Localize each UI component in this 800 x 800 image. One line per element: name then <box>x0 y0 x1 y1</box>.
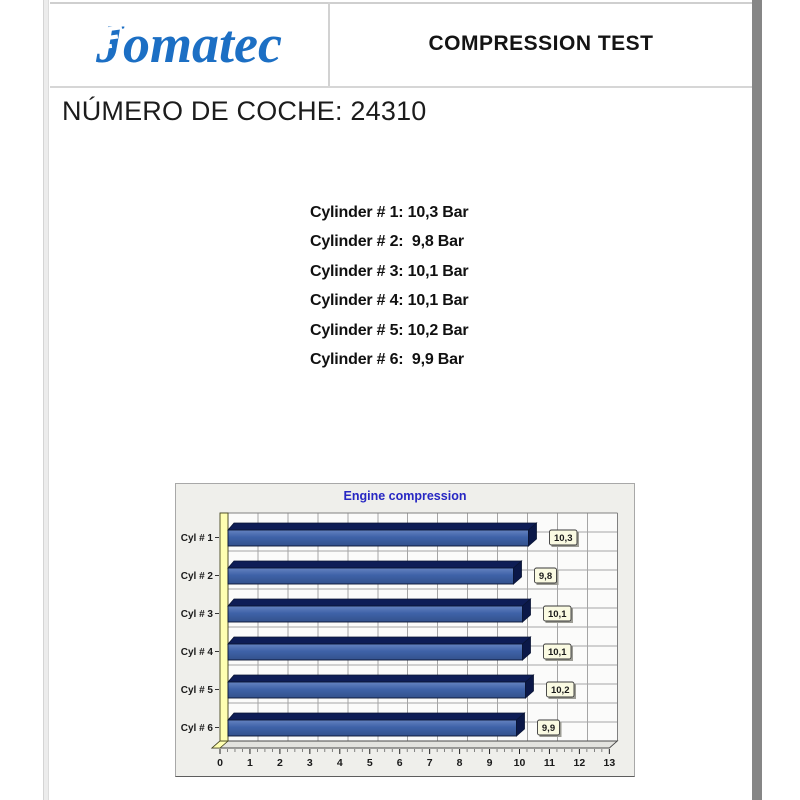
svg-text:3: 3 <box>307 757 313 769</box>
svg-text:10,1: 10,1 <box>548 647 567 658</box>
chart-title: Engine compression <box>343 489 467 503</box>
svg-text:11: 11 <box>544 757 555 769</box>
chart-floor-3d <box>210 740 619 749</box>
cylinder-readings-list: Cylinder # 1: 10,3 Bar Cylinder # 2: 9,8… <box>310 198 469 374</box>
svg-text:Cyl # 4: Cyl # 4 <box>181 647 214 658</box>
header-cell-divider <box>328 2 330 87</box>
svg-text:12: 12 <box>574 757 586 769</box>
svg-text:Cyl # 2: Cyl # 2 <box>181 571 214 582</box>
svg-text:4: 4 <box>337 757 343 769</box>
svg-text:Cyl # 5: Cyl # 5 <box>181 685 214 696</box>
svg-text:9: 9 <box>487 757 493 769</box>
svg-text:9,9: 9,9 <box>542 723 555 734</box>
cylinder-reading-6: Cylinder # 6: 9,9 Bar <box>310 351 464 369</box>
header-bottom-rule <box>50 86 752 88</box>
page-left-edge-line <box>43 0 49 800</box>
chart-zero-wall <box>219 512 229 742</box>
header-top-border <box>50 2 752 4</box>
bar-cyl-1: Cyl # 1 10,3 <box>181 522 579 547</box>
svg-text:5: 5 <box>367 757 373 769</box>
cylinder-reading-2: Cylinder # 2: 9,8 Bar <box>310 233 464 251</box>
bar-cyl-2: Cyl # 2 9,8 <box>181 560 559 585</box>
report-title: COMPRESSION TEST <box>428 32 654 55</box>
compression-chart-panel: Engine compression Cyl # 1 10,3 Cyl # 2 9,8… <box>175 483 635 777</box>
svg-text:10,1: 10,1 <box>548 609 567 620</box>
brand-logo: Jomatec <box>50 4 328 84</box>
brand-logo-text: Jomatec <box>96 14 282 74</box>
chart-canvas: Cyl # 1 10,3 Cyl # 2 9,8 Cyl # 3 10,1 Cyl # 4 1… <box>181 512 619 769</box>
chart-bars: Cyl # 1 10,3 Cyl # 2 9,8 Cyl # 3 10,1 Cyl # 4 1… <box>181 522 579 737</box>
bar-cyl-5: Cyl # 5 10,2 <box>181 674 576 699</box>
svg-text:9,8: 9,8 <box>539 571 552 582</box>
svg-text:10,2: 10,2 <box>551 685 570 696</box>
svg-text:1: 1 <box>247 757 253 769</box>
svg-text:10: 10 <box>514 757 526 769</box>
cylinder-reading-5: Cylinder # 5: 10,2 Bar <box>310 321 469 339</box>
cylinder-reading-1: Cylinder # 1: 10,3 Bar <box>310 204 469 221</box>
svg-text:13: 13 <box>604 757 616 769</box>
chart-x-axis: 0 1 2 3 4 5 6 7 8 9 10 11 12 13 <box>217 749 615 769</box>
car-number-line: NÚMERO DE COCHE: 24310 <box>62 96 427 126</box>
svg-text:0: 0 <box>217 757 223 769</box>
bar-cyl-3: Cyl # 3 10,1 <box>181 598 573 623</box>
svg-text:2: 2 <box>277 757 283 769</box>
page-edge-shadow <box>752 0 762 800</box>
svg-text:Cyl # 6: Cyl # 6 <box>181 723 214 734</box>
svg-text:10,3: 10,3 <box>554 533 573 544</box>
cylinder-reading-4: Cylinder # 4: 10,1 Bar <box>310 292 469 310</box>
svg-text:Cyl # 3: Cyl # 3 <box>181 609 214 620</box>
bar-cyl-4: Cyl # 4 10,1 <box>181 636 573 661</box>
cylinder-reading-3: Cylinder # 3: 10,1 Bar <box>310 262 469 280</box>
bar-cyl-6: Cyl # 6 9,9 <box>181 712 562 737</box>
svg-text:6: 6 <box>397 757 403 769</box>
svg-text:8: 8 <box>457 757 463 769</box>
svg-text:7: 7 <box>427 757 433 769</box>
svg-text:Cyl # 1: Cyl # 1 <box>181 533 214 544</box>
